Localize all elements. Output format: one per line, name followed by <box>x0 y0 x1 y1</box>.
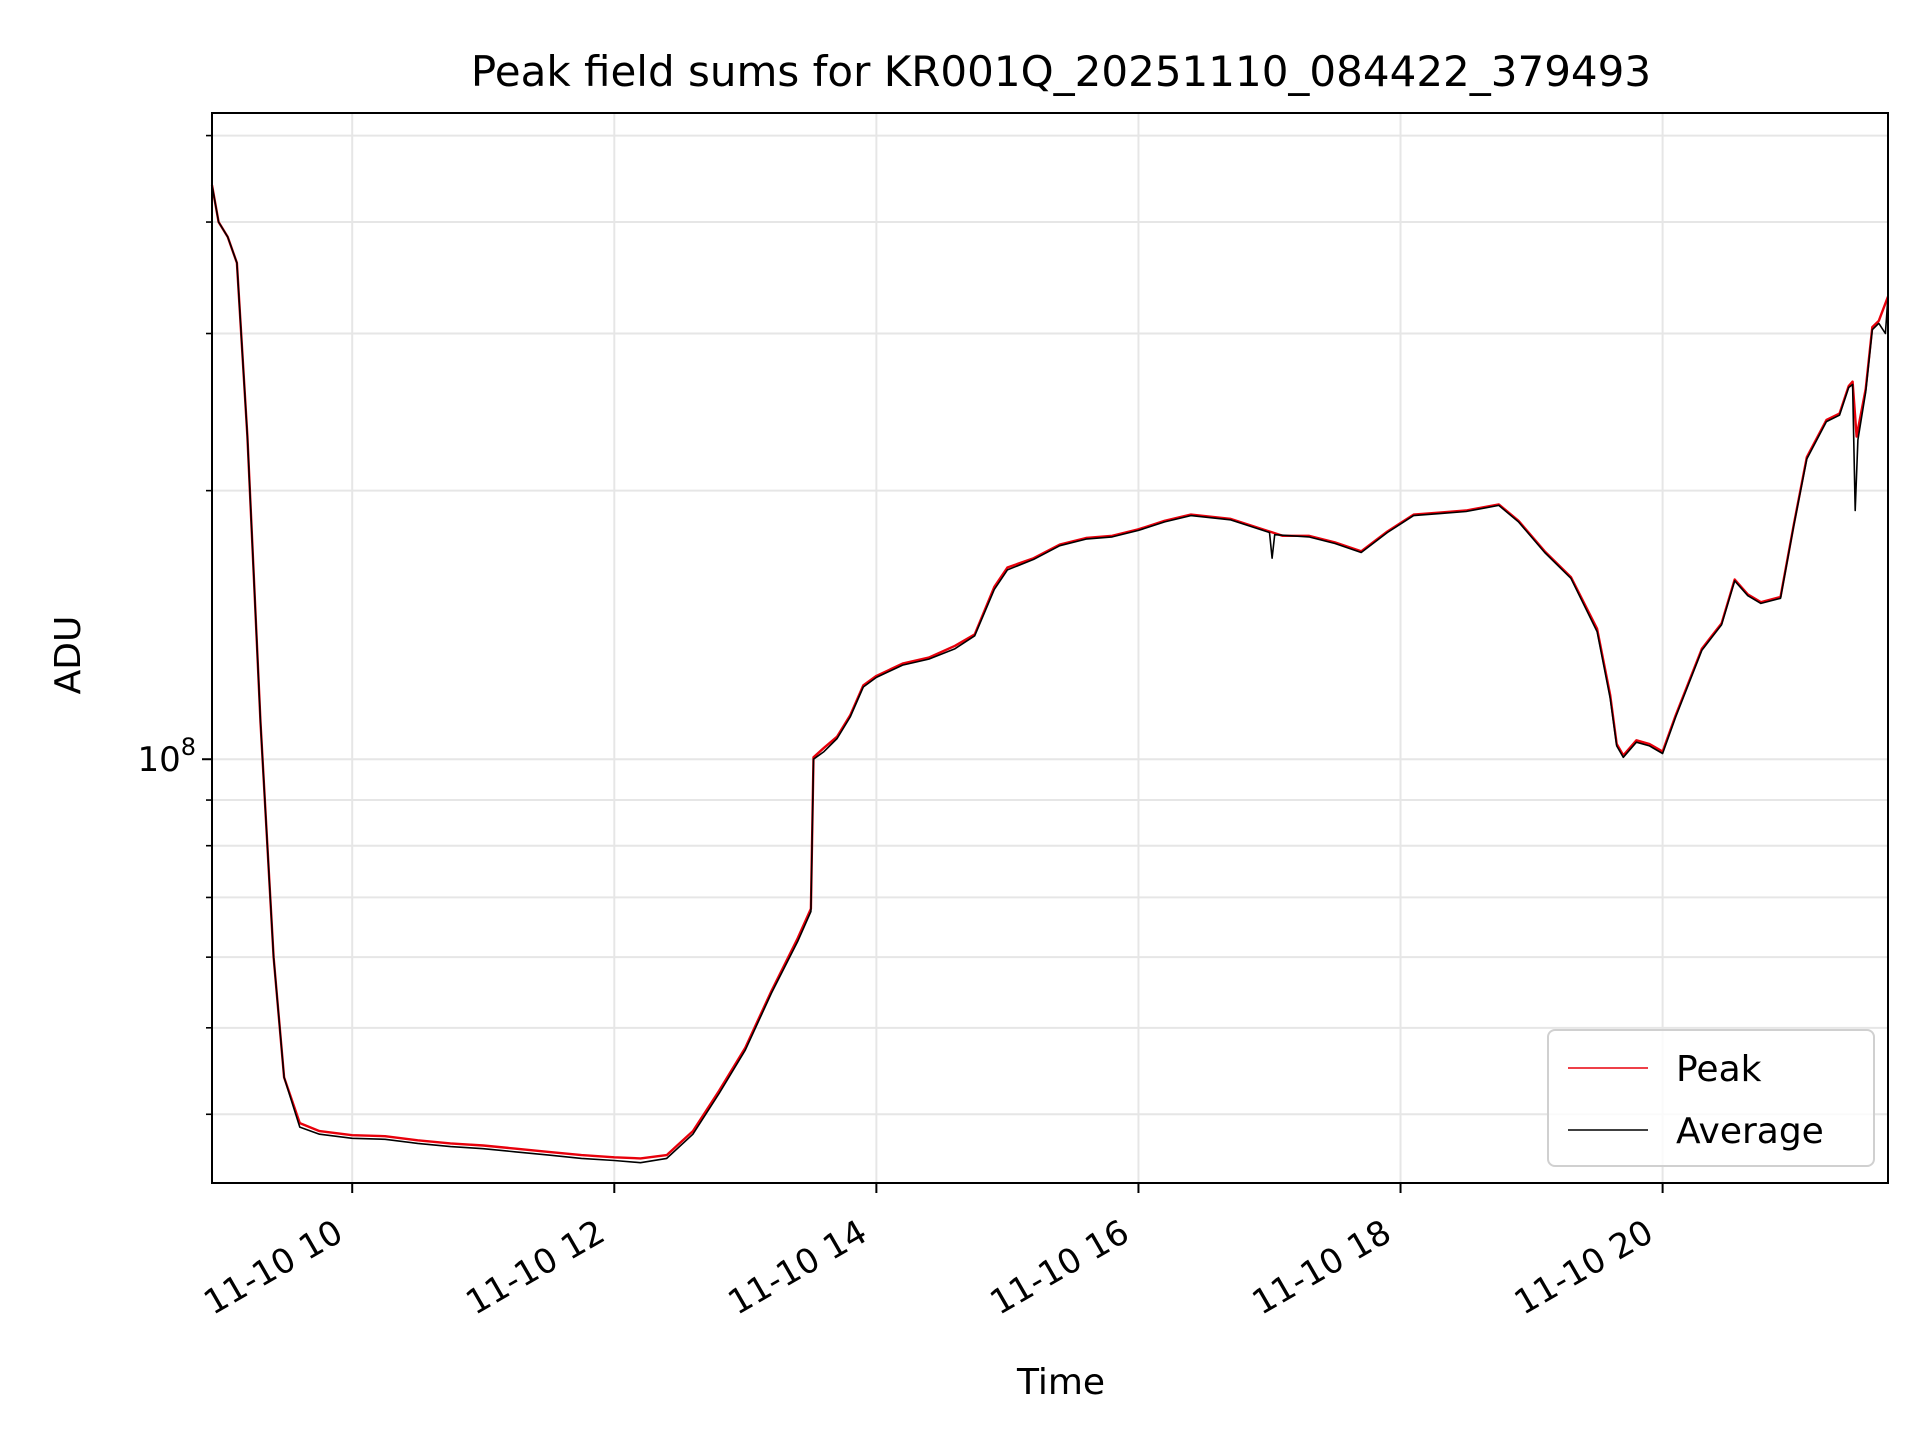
grid <box>212 113 1888 1183</box>
legend-box <box>1547 1029 1875 1167</box>
y-tick-label-base: 10 <box>137 740 180 780</box>
legend-label-peak: Peak <box>1676 1049 1762 1090</box>
plot-lines <box>210 184 1890 1164</box>
y-axis-label: ADU <box>48 616 89 695</box>
series-line-average <box>211 184 1889 1164</box>
y-tick-label-exponent: 8 <box>181 733 196 761</box>
x-axis-label: Time <box>1016 1362 1105 1403</box>
y-tick-label: 108 <box>137 733 196 780</box>
chart-title: Peak field sums for KR001Q_20251110_0844… <box>471 47 1651 96</box>
legend-label-average: Average <box>1676 1111 1824 1152</box>
legend: Peak Average <box>1547 1029 1875 1167</box>
series-line-peak <box>210 184 1890 1160</box>
plot-frame <box>211 112 1889 1184</box>
